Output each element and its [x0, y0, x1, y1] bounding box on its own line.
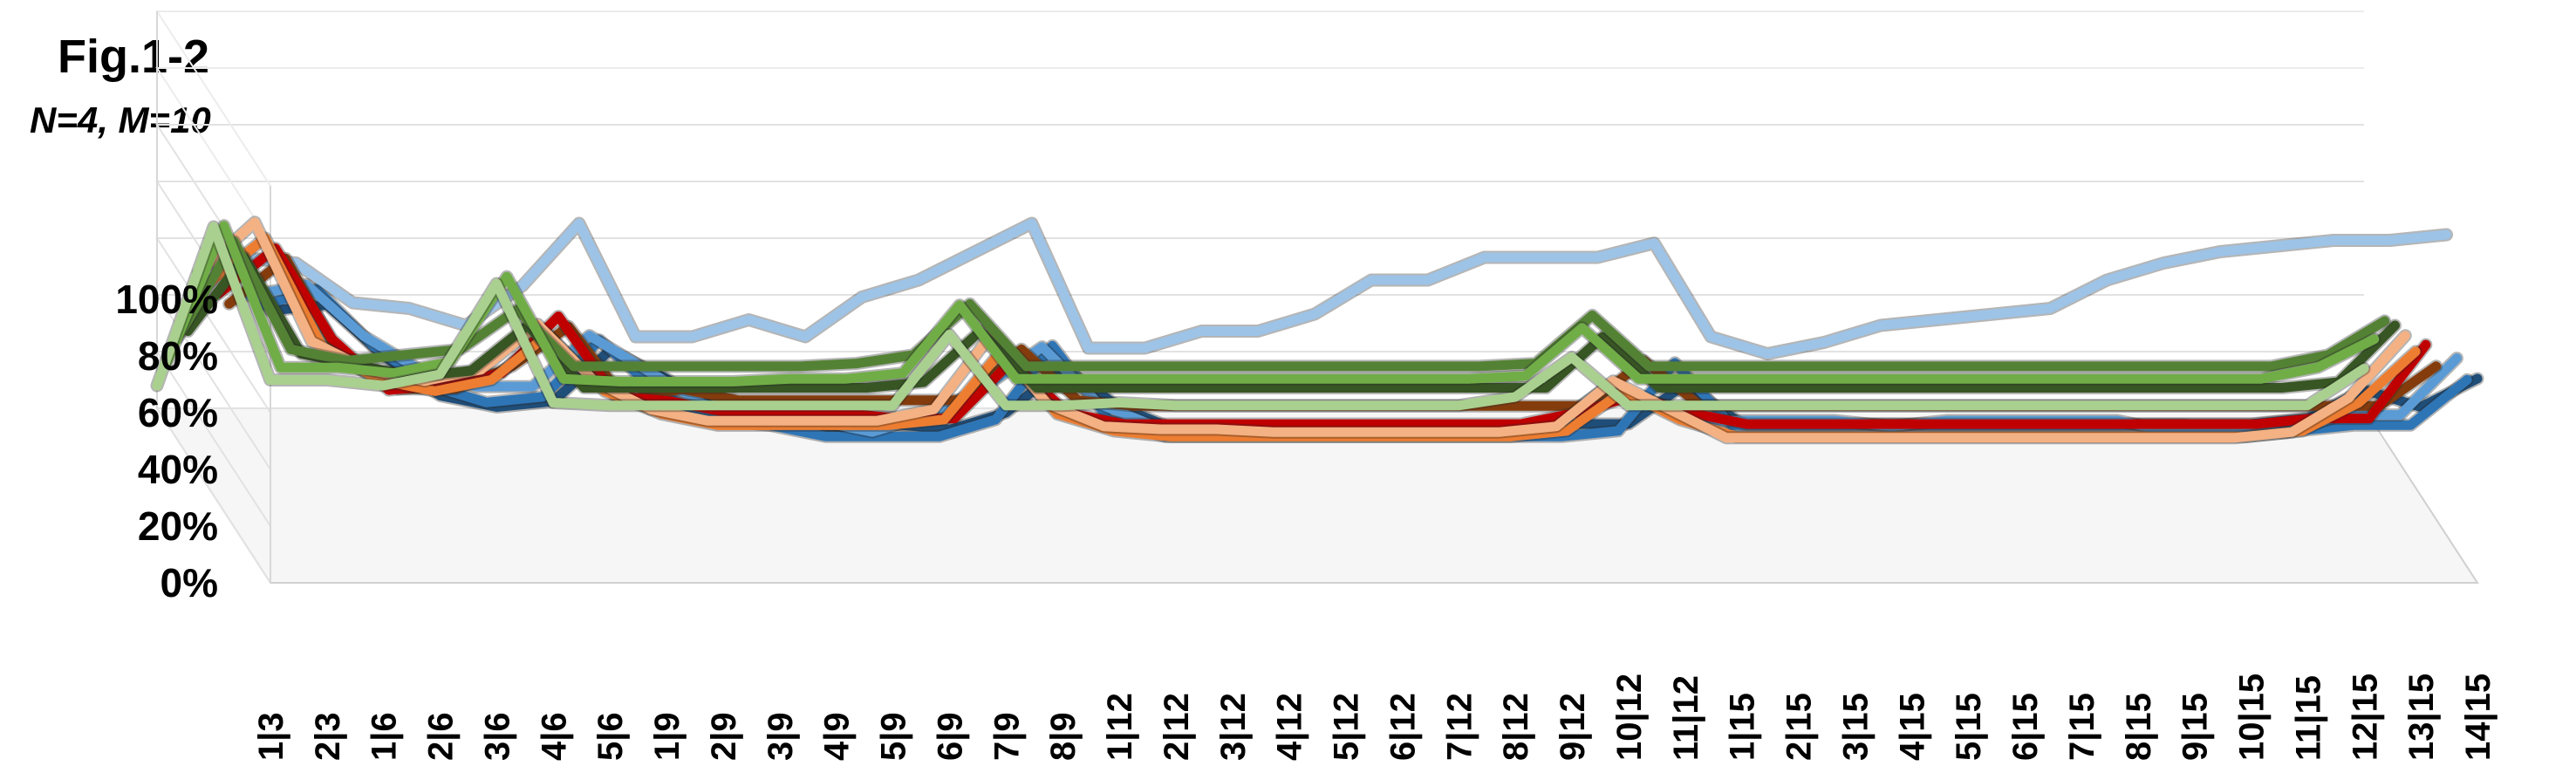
- series-line: [235, 218, 2451, 359]
- y-tick-label: 0%: [161, 560, 218, 605]
- x-tick-label: 1|12: [1101, 693, 1139, 761]
- x-tick-label: 7|12: [1440, 693, 1479, 761]
- y-tick-label: 100%: [115, 277, 218, 322]
- x-tick-label: 5|15: [1950, 693, 1988, 761]
- x-tick-label: 2|12: [1158, 693, 1196, 761]
- gridline: [155, 67, 2364, 243]
- x-tick-label: 11|12: [1667, 675, 1705, 761]
- x-tick-label: 3|6: [478, 712, 516, 761]
- x-tick-label: 8|9: [1044, 712, 1083, 761]
- x-tick-label: 1|9: [648, 712, 687, 761]
- x-tick-label: 9|15: [2176, 693, 2215, 761]
- y-tick-label: 80%: [138, 333, 218, 379]
- gridline: [155, 124, 2364, 300]
- x-tick-label: 2|3: [309, 712, 347, 761]
- series-line: [162, 221, 2380, 386]
- x-tick-label: 4|9: [818, 712, 857, 761]
- x-tick-label: 12|15: [2346, 674, 2384, 761]
- x-tick-label: 5|6: [591, 712, 630, 761]
- x-tick-label: 6|9: [931, 712, 969, 761]
- y-axis-labels: 0% 20% 40% 60% 80% 100%: [115, 277, 218, 605]
- x-tick-label: 2|15: [1780, 693, 1819, 761]
- chart-title: Fig.1-2: [58, 31, 210, 83]
- x-tick-label: 4|12: [1271, 693, 1309, 761]
- x-tick-label: 1|15: [1724, 693, 1762, 761]
- x-tick-label: 6|12: [1384, 693, 1422, 761]
- x-tick-label: 3|15: [1836, 693, 1875, 761]
- x-tick-label: 13|15: [2402, 674, 2441, 761]
- x-tick-label: 7|15: [2063, 693, 2101, 761]
- x-tick-label: 1|6: [366, 712, 404, 761]
- x-tick-label: 2|9: [705, 712, 743, 761]
- x-tick-label: 2|6: [422, 712, 461, 761]
- chart-series-layer: [150, 215, 2484, 445]
- chart-subtitle: N=4, M=10: [30, 99, 211, 140]
- x-tick-label: 11|15: [2289, 675, 2327, 761]
- x-tick-label: 10|12: [1610, 674, 1649, 761]
- gridline: [155, 10, 2364, 187]
- x-tick-label: 8|15: [2120, 693, 2158, 761]
- y-tick-label: 40%: [138, 447, 218, 492]
- x-tick-label: 8|12: [1497, 693, 1535, 761]
- y-tick-label: 60%: [138, 390, 218, 435]
- x-tick-label: 6|15: [2006, 693, 2045, 761]
- x-tick-label: 14|15: [2459, 674, 2497, 761]
- x-tick-label: 9|12: [1554, 693, 1592, 761]
- x-tick-label: 4|15: [1893, 693, 1931, 761]
- x-tick-label: 7|9: [987, 712, 1026, 761]
- x-axis-labels: 1|3 2|3 1|6 2|6 3|6 4|6 5|6 1|9 2|9 3|9 4|9 5|9 6|9 7…: [252, 674, 2497, 761]
- x-tick-label: 3|9: [762, 712, 800, 761]
- x-tick-label: 5|9: [875, 712, 913, 761]
- series-line: [152, 222, 2369, 411]
- x-tick-label: 10|15: [2233, 674, 2272, 761]
- series-line: [214, 243, 2431, 429]
- y-tick-label: 20%: [138, 503, 218, 549]
- x-tick-label: 3|12: [1214, 693, 1253, 761]
- x-tick-label: 4|6: [535, 712, 573, 761]
- x-tick-label: 5|12: [1328, 693, 1366, 761]
- x-tick-label: 1|3: [252, 712, 290, 761]
